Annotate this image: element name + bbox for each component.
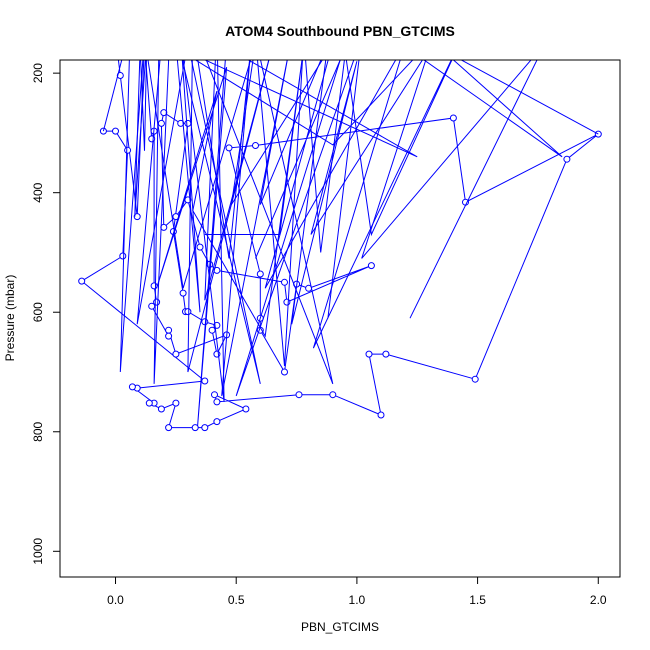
data-point-0-61 [165, 332, 173, 340]
data-point-0-21 [377, 411, 385, 419]
data-point-0-15 [213, 418, 221, 426]
data-point-0-11 [172, 399, 180, 407]
data-point-0-47 [160, 109, 168, 117]
data-point-0-42 [196, 243, 204, 251]
data-point-0-12 [165, 424, 173, 432]
data-point-0-49 [184, 119, 192, 127]
series-line-5 [194, 60, 599, 158]
data-point-0-31 [256, 270, 264, 278]
data-point-0-37 [367, 262, 375, 270]
series-line-1 [102, 60, 360, 402]
y-axis-label: Pressure (mbar) [3, 275, 17, 362]
x-tick-label: 1.5 [469, 593, 486, 607]
data-point-0-53 [184, 308, 192, 316]
series-line-3 [136, 60, 303, 426]
data-point-0-20 [329, 391, 337, 399]
data-point-0-34 [281, 368, 288, 376]
data-point-0-22 [365, 350, 373, 358]
data-point-0-14 [201, 424, 209, 432]
data-point-0-29 [252, 142, 259, 149]
x-tick-label: 0.5 [228, 593, 245, 607]
data-point-0-54 [201, 318, 209, 326]
y-tick-label: 200 [31, 63, 45, 83]
data-point-0-63 [153, 298, 161, 306]
data-point-0-23 [382, 350, 390, 358]
x-axis-label: PBN_GTCIMS [301, 620, 379, 634]
data-point-0-59 [172, 350, 180, 358]
x-tick-label: 2.0 [590, 593, 607, 607]
data-point-0-60 [165, 326, 173, 334]
y-tick-label: 600 [31, 302, 45, 322]
data-point-0-51 [179, 289, 187, 297]
data-point-0-7 [128, 383, 136, 391]
data-point-0-46 [157, 119, 165, 127]
x-tick-label: 0.0 [107, 593, 124, 607]
y-tick-label: 1000 [31, 538, 45, 565]
data-point-0-67 [142, 40, 148, 46]
x-axis: 0.0 0.5 1.0 1.5 2.0 [107, 576, 607, 607]
data-point-0-5 [201, 377, 209, 385]
data-point-0-16 [242, 405, 250, 413]
data-point-0-3 [119, 252, 127, 260]
data-point-0-24 [471, 375, 479, 383]
data-point-0-70 [113, 33, 119, 39]
data-point-0-17 [211, 391, 218, 399]
y-tick-label: 400 [31, 182, 45, 202]
data-point-0-56 [208, 326, 216, 334]
x-tick-label: 1.0 [349, 593, 366, 607]
plot-area [78, 33, 602, 432]
y-tick-label: 800 [31, 421, 45, 441]
plot-frame [59, 59, 621, 578]
data-point-0-28 [449, 114, 457, 122]
y-axis: 200 400 600 800 1000 [31, 63, 61, 565]
data-point-0-39 [281, 278, 288, 286]
data-point-0-48 [177, 119, 185, 127]
data-point-0-10 [157, 405, 165, 413]
data-point-0-2 [124, 146, 132, 154]
data-point-0-1 [112, 127, 119, 135]
data-point-0-68 [133, 213, 141, 221]
data-point-0-18 [213, 398, 221, 406]
data-point-0-4 [78, 277, 86, 285]
data-point-0-19 [295, 391, 303, 399]
series-line-4 [197, 60, 538, 396]
data-point-0-25 [563, 155, 571, 163]
data-point-0-30 [225, 144, 233, 152]
data-point-0-13 [191, 424, 199, 432]
series-line-2 [119, 60, 453, 373]
chart-title: ATOM4 Southbound PBN_GTCIMS [225, 23, 455, 39]
data-point-0-38 [283, 298, 291, 306]
data-point-0-9 [145, 399, 153, 407]
